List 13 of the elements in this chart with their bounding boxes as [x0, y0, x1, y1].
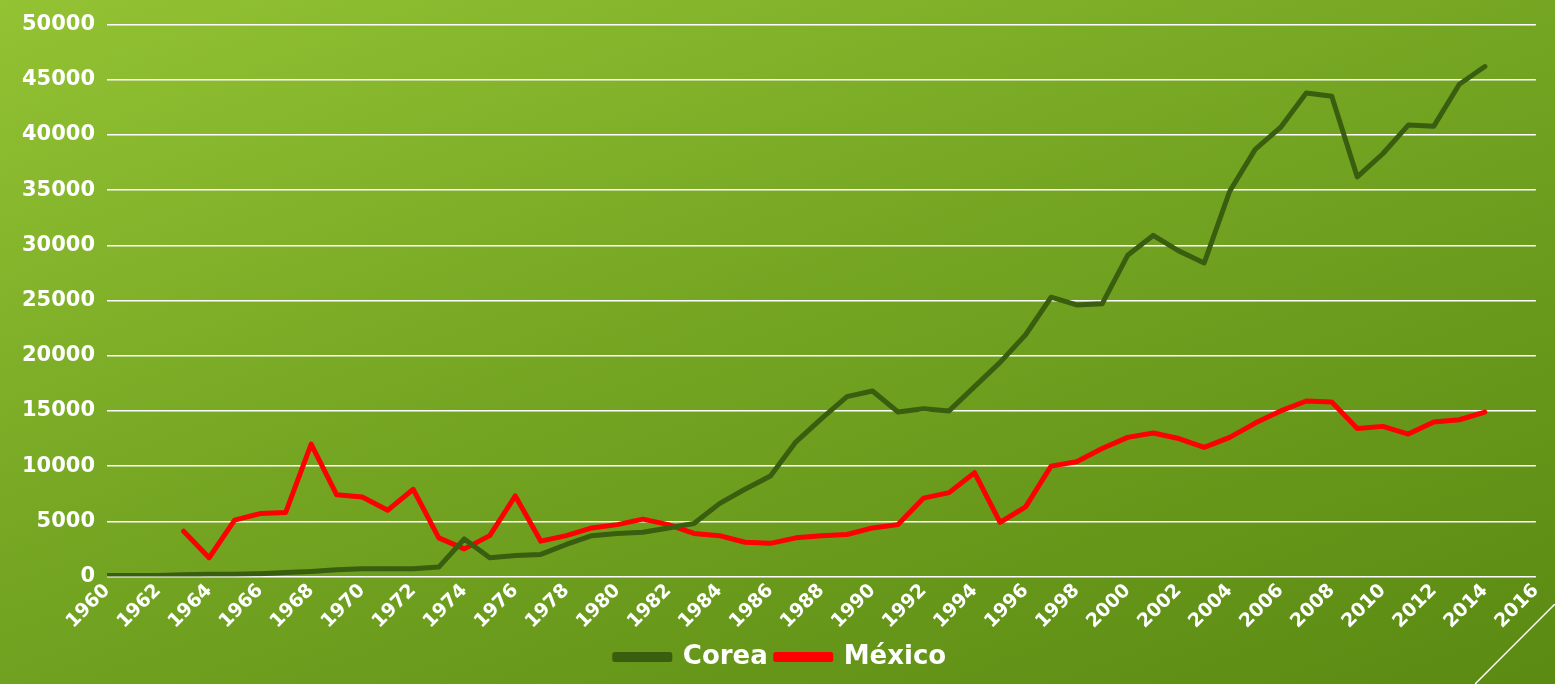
y-tick-label: 15000: [22, 397, 96, 422]
legend-label: México: [843, 639, 947, 670]
y-tick-label: 10000: [22, 452, 96, 477]
y-tick-label: 35000: [22, 176, 96, 201]
y-tick-label: 5000: [36, 507, 96, 532]
y-tick-label: 25000: [22, 287, 96, 311]
y-tick-label: 40000: [22, 121, 96, 146]
y-tick-label: 20000: [22, 342, 96, 367]
y-tick-label: 50000: [22, 11, 96, 36]
legend-label: Corea: [682, 639, 768, 670]
y-tick-label: 30000: [22, 231, 96, 256]
y-tick-label: 0: [80, 562, 96, 587]
y-tick-label: 45000: [22, 66, 96, 91]
